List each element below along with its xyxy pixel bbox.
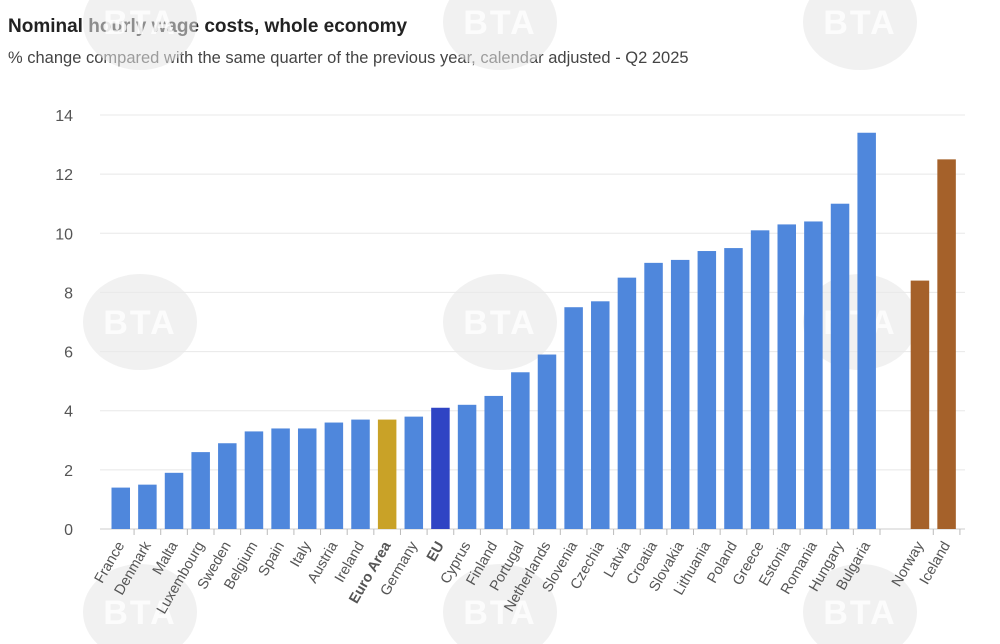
bar-luxembourg bbox=[191, 452, 210, 529]
x-tick-label: Italy bbox=[288, 538, 316, 570]
bar-belgium bbox=[244, 431, 264, 529]
bar-estonia bbox=[777, 224, 796, 529]
bar-netherlands bbox=[537, 354, 557, 529]
bar-croatia bbox=[644, 262, 663, 529]
x-tick-label: Spain bbox=[256, 539, 288, 579]
bar-iceland bbox=[937, 159, 956, 529]
bar-bulgaria bbox=[857, 132, 876, 529]
bar-finland bbox=[484, 395, 503, 529]
watermark-logo bbox=[443, 274, 557, 370]
bar-latvia bbox=[617, 277, 637, 529]
bar-greece bbox=[750, 230, 770, 530]
bar-euro-area bbox=[377, 419, 397, 529]
watermark-logo bbox=[83, 564, 197, 644]
bar-germany bbox=[404, 416, 424, 529]
watermark-text: BTA bbox=[823, 594, 896, 632]
watermark-logo bbox=[83, 274, 197, 370]
bar-spain bbox=[271, 428, 290, 529]
watermark-logo bbox=[803, 0, 917, 70]
y-tick-label: 12 bbox=[55, 167, 73, 184]
bar-poland bbox=[724, 248, 743, 530]
y-tick-label: 10 bbox=[55, 226, 73, 243]
watermark-text: BTA bbox=[103, 594, 176, 632]
watermark-text: BTA bbox=[823, 4, 896, 42]
watermark-logo bbox=[443, 564, 557, 644]
bar-czechia bbox=[591, 301, 610, 529]
watermark-text: BTA bbox=[463, 304, 536, 342]
y-tick-label: 4 bbox=[64, 404, 73, 421]
bar-malta bbox=[164, 472, 184, 529]
bar-france bbox=[111, 487, 130, 529]
watermark-logo bbox=[443, 0, 557, 70]
y-tick-label: 8 bbox=[64, 285, 73, 302]
y-tick-label: 0 bbox=[64, 522, 73, 539]
watermark-text: BTA bbox=[463, 4, 536, 42]
y-tick-label: 2 bbox=[64, 463, 73, 480]
bar-slovakia bbox=[670, 259, 690, 529]
bar-romania bbox=[804, 221, 823, 529]
bar-norway bbox=[910, 280, 930, 529]
bar-eu bbox=[431, 407, 450, 529]
bar-denmark bbox=[138, 484, 157, 529]
bar-ireland bbox=[351, 419, 370, 529]
bar-portugal bbox=[511, 372, 530, 529]
watermark-logo bbox=[803, 564, 917, 644]
y-tick-label: 14 bbox=[55, 108, 73, 125]
watermark-text: BTA bbox=[103, 304, 176, 342]
bar-sweden bbox=[218, 443, 237, 529]
y-tick-label: 6 bbox=[64, 345, 73, 362]
watermark-text: BTA bbox=[103, 4, 176, 42]
x-tick-label: EU bbox=[424, 539, 448, 564]
bar-austria bbox=[324, 422, 344, 529]
bar-slovenia bbox=[564, 307, 583, 529]
watermark-text: BTA bbox=[463, 594, 536, 632]
watermark-logo bbox=[83, 0, 197, 70]
bar-hungary bbox=[830, 203, 850, 529]
bar-cyprus bbox=[457, 404, 477, 529]
bar-italy bbox=[297, 428, 317, 529]
bar-lithuania bbox=[697, 251, 717, 529]
